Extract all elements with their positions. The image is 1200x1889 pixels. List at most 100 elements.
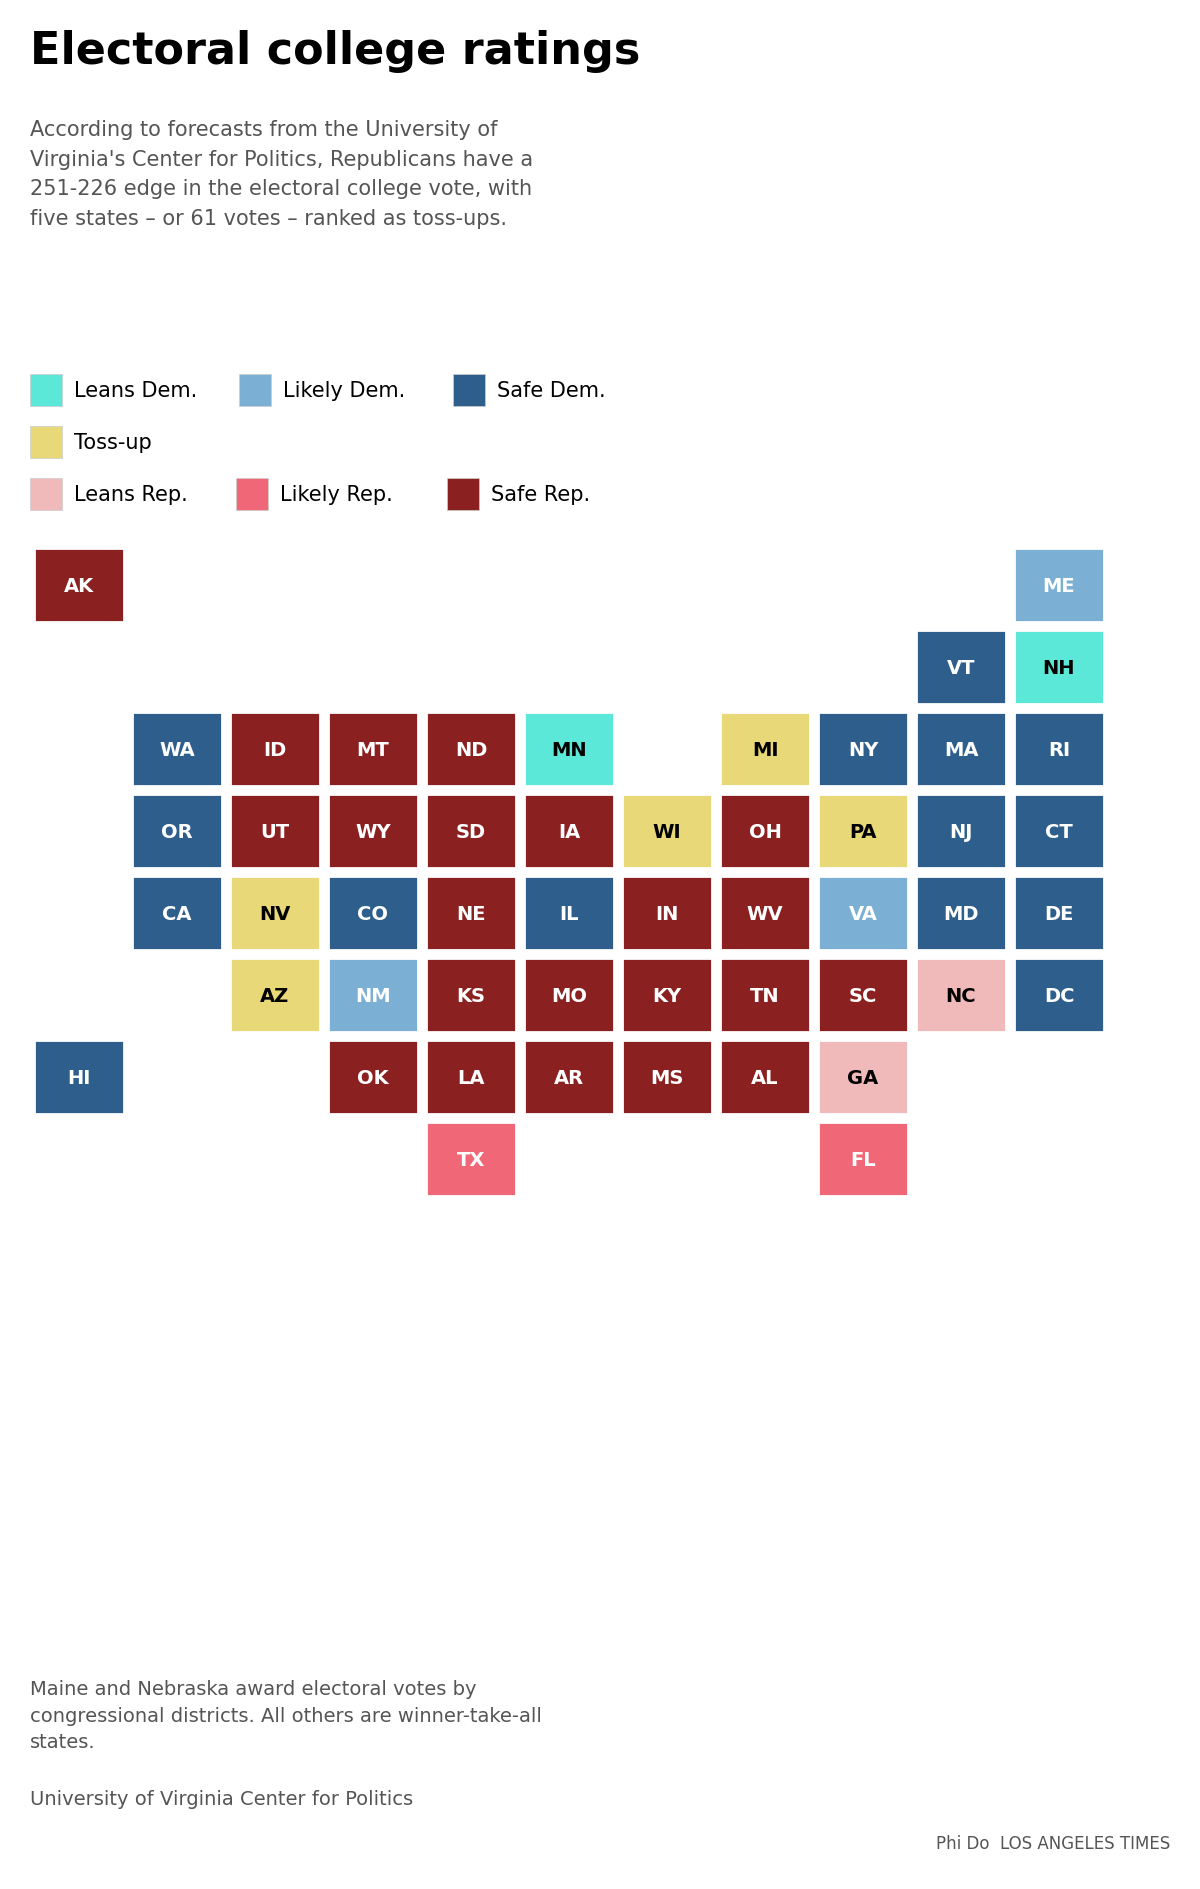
Text: NJ: NJ	[949, 822, 973, 841]
Text: DE: DE	[1044, 905, 1074, 924]
Text: Toss-up: Toss-up	[74, 433, 151, 453]
FancyBboxPatch shape	[818, 876, 908, 950]
FancyBboxPatch shape	[818, 958, 908, 1033]
FancyBboxPatch shape	[916, 631, 1006, 705]
FancyBboxPatch shape	[524, 712, 614, 786]
Text: KY: KY	[653, 986, 682, 1005]
FancyBboxPatch shape	[524, 1041, 614, 1115]
FancyBboxPatch shape	[239, 374, 271, 406]
FancyBboxPatch shape	[524, 958, 614, 1033]
Text: GA: GA	[847, 1067, 878, 1086]
FancyBboxPatch shape	[1014, 795, 1104, 869]
Text: MI: MI	[751, 740, 779, 759]
FancyBboxPatch shape	[34, 1041, 124, 1115]
Text: NE: NE	[456, 905, 486, 924]
Text: VA: VA	[848, 905, 877, 924]
Text: Electoral college ratings: Electoral college ratings	[30, 30, 641, 74]
FancyBboxPatch shape	[132, 795, 222, 869]
Text: SC: SC	[848, 986, 877, 1005]
Text: MN: MN	[551, 740, 587, 759]
Text: Likely Rep.: Likely Rep.	[280, 485, 392, 504]
Text: WI: WI	[653, 822, 682, 841]
FancyBboxPatch shape	[230, 712, 320, 786]
Text: UT: UT	[260, 822, 289, 841]
Text: WV: WV	[746, 905, 784, 924]
Text: ND: ND	[455, 740, 487, 759]
Text: MO: MO	[551, 986, 587, 1005]
Text: Safe Rep.: Safe Rep.	[491, 485, 590, 504]
Text: OR: OR	[161, 822, 193, 841]
FancyBboxPatch shape	[426, 1041, 516, 1115]
FancyBboxPatch shape	[132, 712, 222, 786]
FancyBboxPatch shape	[328, 958, 418, 1033]
FancyBboxPatch shape	[426, 795, 516, 869]
Text: AL: AL	[751, 1067, 779, 1086]
FancyBboxPatch shape	[818, 1041, 908, 1115]
Text: CO: CO	[358, 905, 389, 924]
Text: NY: NY	[848, 740, 878, 759]
Text: ME: ME	[1043, 576, 1075, 595]
FancyBboxPatch shape	[818, 712, 908, 786]
Text: Likely Dem.: Likely Dem.	[283, 382, 406, 400]
Text: IL: IL	[559, 905, 578, 924]
Text: AK: AK	[64, 576, 94, 595]
FancyBboxPatch shape	[720, 876, 810, 950]
Text: TX: TX	[457, 1150, 485, 1169]
FancyBboxPatch shape	[524, 876, 614, 950]
Text: Leans Dem.: Leans Dem.	[74, 382, 197, 400]
FancyBboxPatch shape	[454, 374, 485, 406]
Text: FL: FL	[850, 1150, 876, 1169]
Text: LA: LA	[457, 1067, 485, 1086]
FancyBboxPatch shape	[1014, 548, 1104, 623]
FancyBboxPatch shape	[1014, 958, 1104, 1033]
FancyBboxPatch shape	[916, 876, 1006, 950]
Text: Phi Do  LOS ANGELES TIMES: Phi Do LOS ANGELES TIMES	[936, 1834, 1170, 1851]
FancyBboxPatch shape	[524, 795, 614, 869]
FancyBboxPatch shape	[426, 1122, 516, 1196]
Text: PA: PA	[850, 822, 877, 841]
Text: OH: OH	[749, 822, 781, 841]
FancyBboxPatch shape	[328, 795, 418, 869]
FancyBboxPatch shape	[1014, 631, 1104, 705]
FancyBboxPatch shape	[818, 795, 908, 869]
Text: IA: IA	[558, 822, 580, 841]
FancyBboxPatch shape	[30, 427, 62, 459]
FancyBboxPatch shape	[622, 876, 712, 950]
Text: SD: SD	[456, 822, 486, 841]
FancyBboxPatch shape	[916, 712, 1006, 786]
Text: MA: MA	[943, 740, 978, 759]
Text: NC: NC	[946, 986, 977, 1005]
FancyBboxPatch shape	[426, 712, 516, 786]
FancyBboxPatch shape	[426, 876, 516, 950]
FancyBboxPatch shape	[426, 958, 516, 1033]
FancyBboxPatch shape	[1014, 712, 1104, 786]
Text: NV: NV	[259, 905, 290, 924]
FancyBboxPatch shape	[622, 795, 712, 869]
Text: Maine and Nebraska award electoral votes by
congressional districts. All others : Maine and Nebraska award electoral votes…	[30, 1679, 542, 1751]
FancyBboxPatch shape	[622, 958, 712, 1033]
Text: OK: OK	[358, 1067, 389, 1086]
Text: AR: AR	[554, 1067, 584, 1086]
Text: IN: IN	[655, 905, 679, 924]
FancyBboxPatch shape	[1014, 876, 1104, 950]
FancyBboxPatch shape	[30, 478, 62, 510]
FancyBboxPatch shape	[328, 876, 418, 950]
Text: Safe Dem.: Safe Dem.	[497, 382, 606, 400]
Text: AZ: AZ	[260, 986, 289, 1005]
Text: NM: NM	[355, 986, 391, 1005]
Text: MS: MS	[650, 1067, 684, 1086]
Text: MD: MD	[943, 905, 979, 924]
FancyBboxPatch shape	[34, 548, 124, 623]
FancyBboxPatch shape	[230, 795, 320, 869]
Text: WA: WA	[160, 740, 194, 759]
FancyBboxPatch shape	[720, 712, 810, 786]
Text: CT: CT	[1045, 822, 1073, 841]
FancyBboxPatch shape	[818, 1122, 908, 1196]
Text: DC: DC	[1044, 986, 1074, 1005]
Text: University of Virginia Center for Politics: University of Virginia Center for Politi…	[30, 1789, 413, 1808]
FancyBboxPatch shape	[30, 374, 62, 406]
Text: MT: MT	[356, 740, 389, 759]
FancyBboxPatch shape	[622, 1041, 712, 1115]
Text: NH: NH	[1043, 657, 1075, 676]
Text: Leans Rep.: Leans Rep.	[74, 485, 187, 504]
